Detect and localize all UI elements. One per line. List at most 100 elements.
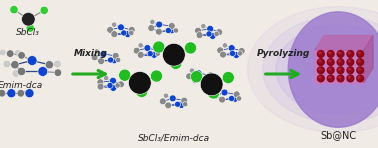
Ellipse shape <box>319 60 321 62</box>
Ellipse shape <box>97 83 104 90</box>
Text: SbCl₃: SbCl₃ <box>16 28 40 37</box>
Ellipse shape <box>319 76 321 78</box>
Ellipse shape <box>222 71 234 84</box>
Ellipse shape <box>156 21 163 28</box>
Ellipse shape <box>13 70 19 77</box>
Ellipse shape <box>129 71 151 94</box>
Ellipse shape <box>339 68 341 70</box>
Ellipse shape <box>233 91 240 98</box>
Ellipse shape <box>337 67 344 74</box>
Ellipse shape <box>27 56 37 65</box>
Ellipse shape <box>263 16 378 123</box>
Ellipse shape <box>222 43 228 48</box>
Ellipse shape <box>327 59 334 66</box>
Ellipse shape <box>40 6 48 15</box>
Ellipse shape <box>228 45 235 52</box>
Ellipse shape <box>91 54 98 61</box>
Ellipse shape <box>112 52 119 59</box>
Ellipse shape <box>155 51 160 56</box>
Ellipse shape <box>318 59 324 66</box>
Ellipse shape <box>337 59 344 66</box>
Ellipse shape <box>129 30 134 36</box>
Ellipse shape <box>170 57 182 69</box>
Ellipse shape <box>111 31 118 38</box>
Ellipse shape <box>112 22 117 27</box>
Ellipse shape <box>329 68 331 70</box>
Ellipse shape <box>357 75 364 82</box>
Ellipse shape <box>237 96 242 101</box>
Ellipse shape <box>347 51 354 57</box>
Ellipse shape <box>97 79 104 86</box>
Ellipse shape <box>10 5 18 14</box>
Ellipse shape <box>119 69 131 81</box>
Ellipse shape <box>155 28 162 35</box>
Ellipse shape <box>339 76 341 78</box>
Ellipse shape <box>233 52 240 58</box>
Ellipse shape <box>17 89 25 97</box>
Ellipse shape <box>147 51 153 57</box>
Ellipse shape <box>238 48 245 54</box>
Ellipse shape <box>329 76 331 78</box>
Ellipse shape <box>181 97 187 104</box>
Polygon shape <box>364 36 373 83</box>
Ellipse shape <box>136 85 148 98</box>
Ellipse shape <box>200 73 223 96</box>
Ellipse shape <box>133 47 140 54</box>
Ellipse shape <box>207 72 214 79</box>
Ellipse shape <box>116 57 121 63</box>
Ellipse shape <box>208 87 220 99</box>
Ellipse shape <box>347 75 354 82</box>
Ellipse shape <box>155 47 162 54</box>
Text: Mixing: Mixing <box>74 49 108 58</box>
Ellipse shape <box>358 68 360 70</box>
Ellipse shape <box>215 87 220 92</box>
Ellipse shape <box>6 50 14 57</box>
Ellipse shape <box>214 31 219 37</box>
Ellipse shape <box>25 89 34 98</box>
Ellipse shape <box>232 95 239 102</box>
Ellipse shape <box>168 27 175 34</box>
Ellipse shape <box>107 82 113 89</box>
Ellipse shape <box>110 85 117 91</box>
Ellipse shape <box>358 52 360 54</box>
Ellipse shape <box>329 60 331 62</box>
Ellipse shape <box>201 24 206 29</box>
Ellipse shape <box>54 69 62 77</box>
Ellipse shape <box>150 19 155 25</box>
Polygon shape <box>314 50 364 83</box>
Ellipse shape <box>129 26 135 33</box>
Ellipse shape <box>173 28 178 33</box>
Ellipse shape <box>349 52 350 54</box>
Text: Sb@NC: Sb@NC <box>320 130 356 140</box>
Ellipse shape <box>212 92 219 99</box>
Ellipse shape <box>349 68 350 70</box>
Ellipse shape <box>121 30 127 36</box>
Ellipse shape <box>54 61 60 67</box>
Ellipse shape <box>357 59 364 66</box>
Ellipse shape <box>163 43 185 66</box>
Ellipse shape <box>0 89 6 97</box>
Ellipse shape <box>209 33 216 39</box>
Ellipse shape <box>165 28 171 34</box>
Ellipse shape <box>26 24 34 32</box>
Ellipse shape <box>150 70 163 82</box>
Text: Emim-dca: Emim-dca <box>0 81 43 90</box>
Ellipse shape <box>195 70 202 77</box>
Ellipse shape <box>45 61 54 69</box>
Ellipse shape <box>7 89 16 98</box>
Ellipse shape <box>221 89 228 96</box>
Ellipse shape <box>318 51 324 57</box>
Ellipse shape <box>337 51 344 57</box>
Ellipse shape <box>191 71 203 83</box>
Ellipse shape <box>165 102 172 109</box>
Ellipse shape <box>339 60 341 62</box>
Ellipse shape <box>183 102 188 107</box>
Ellipse shape <box>349 76 350 78</box>
Ellipse shape <box>189 68 195 73</box>
Ellipse shape <box>98 58 105 65</box>
Ellipse shape <box>195 27 201 34</box>
Ellipse shape <box>327 51 334 57</box>
Ellipse shape <box>138 43 143 48</box>
Ellipse shape <box>108 57 114 63</box>
Ellipse shape <box>219 96 226 103</box>
